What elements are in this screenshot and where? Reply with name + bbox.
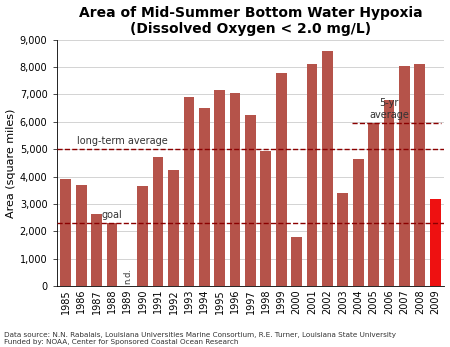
Bar: [137, 186, 148, 286]
Bar: [230, 93, 240, 286]
Bar: [399, 66, 410, 286]
Bar: [76, 185, 86, 286]
Bar: [384, 100, 394, 286]
Bar: [291, 237, 302, 286]
Text: n.d.: n.d.: [123, 268, 132, 284]
Y-axis label: Area (square miles): Area (square miles): [5, 108, 16, 218]
Bar: [306, 64, 317, 286]
Bar: [60, 179, 71, 286]
Text: 5-yr
average: 5-yr average: [369, 98, 409, 120]
Text: long-term average: long-term average: [76, 136, 167, 146]
Bar: [199, 108, 210, 286]
Bar: [184, 97, 194, 286]
Text: goal: goal: [101, 210, 122, 220]
Title: Area of Mid-Summer Bottom Water Hypoxia
(Dissolved Oxygen < 2.0 mg/L): Area of Mid-Summer Bottom Water Hypoxia …: [79, 6, 422, 36]
Bar: [353, 159, 364, 286]
Bar: [153, 158, 163, 286]
Bar: [368, 123, 379, 286]
Bar: [214, 90, 225, 286]
Bar: [276, 73, 287, 286]
Bar: [430, 198, 441, 286]
Bar: [107, 223, 117, 286]
Bar: [414, 64, 425, 286]
Bar: [91, 214, 102, 286]
Bar: [168, 170, 179, 286]
Text: Data source: N.N. Rabalais, Louisiana Universities Marine Consortium, R.E. Turne: Data source: N.N. Rabalais, Louisiana Un…: [4, 332, 396, 345]
Bar: [261, 151, 271, 286]
Bar: [245, 115, 256, 286]
Bar: [338, 193, 348, 286]
Bar: [322, 51, 333, 286]
